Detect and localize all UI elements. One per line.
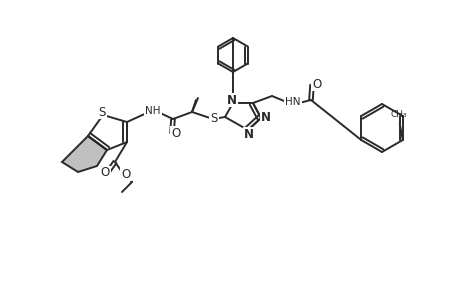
Text: NH: NH [145, 106, 160, 116]
Text: S: S [210, 112, 217, 124]
Polygon shape [62, 136, 107, 172]
Text: N: N [260, 110, 270, 124]
Text: N: N [226, 94, 236, 106]
Text: HN: HN [285, 97, 300, 107]
Text: O: O [312, 77, 321, 91]
Text: O: O [100, 167, 109, 179]
Text: O: O [121, 167, 130, 181]
Text: S: S [98, 106, 106, 118]
Text: N: N [243, 128, 253, 140]
Text: O: O [171, 127, 180, 140]
Text: CH₃: CH₃ [390, 110, 406, 119]
